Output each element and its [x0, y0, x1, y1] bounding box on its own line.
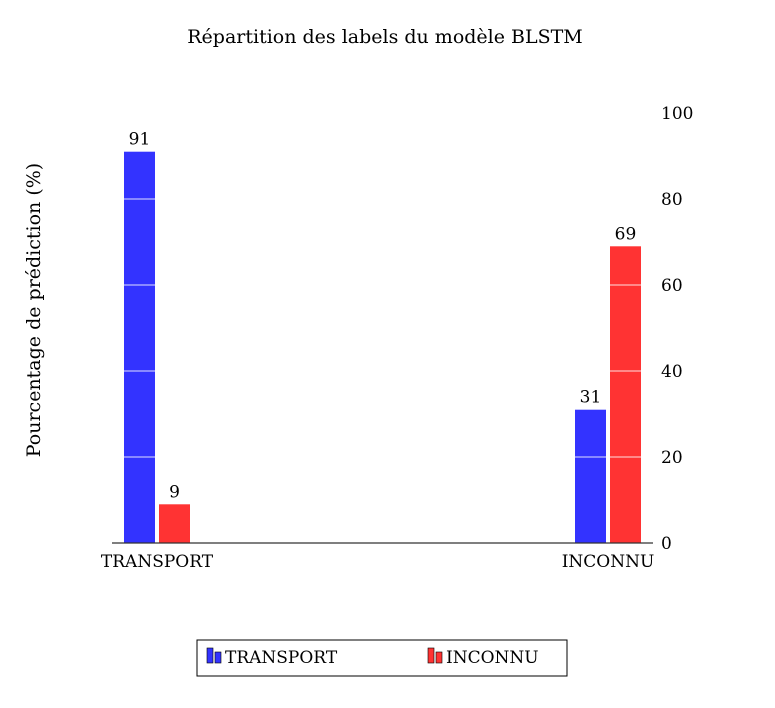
legend-items: TRANSPORT INCONNU — [206, 647, 539, 668]
legend: TRANSPORT INCONNU — [196, 639, 568, 677]
data-label: 9 — [169, 482, 180, 502]
legend-box — [196, 639, 568, 677]
legend-swatch — [435, 651, 443, 664]
legend-swatch — [214, 651, 222, 664]
y-tick-label: 80 — [661, 190, 683, 210]
legend-swatch — [427, 647, 435, 664]
category-label-inconnu: INCONNU — [562, 552, 655, 572]
data-label: 91 — [129, 130, 151, 150]
y-tick-label: 0 — [661, 534, 672, 554]
bar-inconnu-transport — [159, 504, 190, 543]
data-label: 31 — [580, 388, 602, 408]
y-tick-label: 60 — [661, 276, 683, 296]
data-label: 69 — [615, 224, 637, 244]
y-axis-ticks: 0 20 40 60 80 100 — [661, 104, 693, 554]
legend-swatch — [206, 647, 214, 664]
y-axis-label: Pourcentage de prédiction (%) — [23, 163, 45, 457]
chart-title: Répartition des labels du modèle BLSTM — [187, 26, 583, 48]
category-label-transport: TRANSPORT — [101, 552, 214, 572]
bar-transport-transport — [124, 151, 155, 543]
y-tick-label: 40 — [661, 362, 683, 382]
bar-inconnu-inconnu — [610, 246, 641, 544]
y-tick-label: 100 — [661, 104, 693, 124]
legend-label-transport: TRANSPORT — [225, 648, 338, 668]
category-labels: TRANSPORT INCONNU — [101, 552, 654, 572]
bars-group: 91 9 31 69 — [124, 130, 641, 544]
bar-transport-inconnu — [575, 409, 606, 543]
legend-label-inconnu: INCONNU — [446, 648, 539, 668]
y-tick-label: 20 — [661, 448, 683, 468]
